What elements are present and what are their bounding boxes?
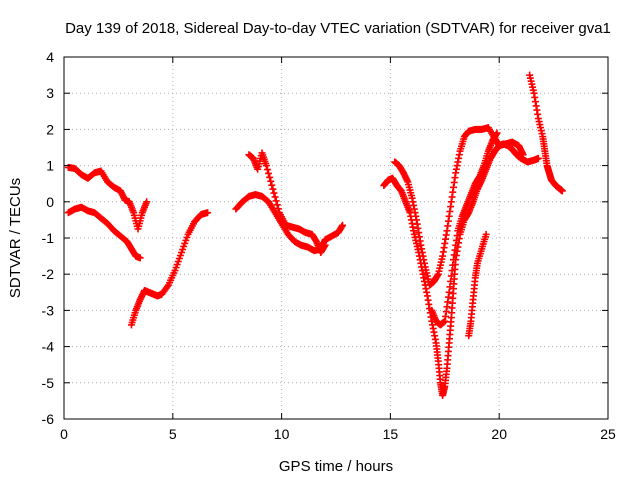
data-point	[268, 181, 276, 189]
series-2	[127, 209, 212, 329]
x-tick-label: 20	[491, 426, 507, 442]
data-point	[266, 173, 274, 181]
x-tick-label: 10	[274, 426, 290, 442]
grid	[64, 57, 608, 419]
data-point	[558, 187, 566, 195]
data-point	[143, 198, 151, 206]
y-tick-label: -1	[42, 230, 55, 246]
data-point	[262, 162, 270, 170]
x-tick-label: 5	[169, 426, 177, 442]
data-point	[339, 221, 347, 229]
y-tick-label: 4	[46, 49, 54, 65]
y-tick-label: -3	[42, 302, 55, 318]
data-point	[267, 177, 275, 185]
y-tick-label: -6	[42, 411, 55, 427]
data-point	[204, 209, 212, 217]
series-0	[64, 163, 151, 233]
data-point	[273, 201, 281, 209]
data-point	[271, 193, 279, 201]
series-6	[391, 124, 527, 289]
data-point	[269, 185, 277, 193]
data-point	[519, 151, 527, 159]
data-point	[321, 241, 329, 249]
x-tick-label: 15	[383, 426, 399, 442]
y-tick-label: 0	[46, 194, 54, 210]
chart-title: Day 139 of 2018, Sidereal Day-to-day VTE…	[65, 20, 611, 37]
data-point	[136, 254, 144, 262]
data-points	[64, 71, 566, 399]
data-point	[265, 169, 273, 177]
y-tick-label: 3	[46, 85, 54, 101]
data-point	[272, 197, 280, 205]
series-1	[64, 203, 144, 262]
data-point	[534, 154, 542, 162]
y-axis-label: SDTVAR / TECUs	[7, 178, 24, 298]
data-point	[274, 205, 282, 213]
y-tick-label: 2	[46, 121, 54, 137]
data-point	[482, 230, 490, 238]
series-4	[245, 149, 329, 256]
series-7	[428, 129, 501, 329]
data-point	[163, 283, 171, 291]
x-axis-label: GPS time / hours	[279, 458, 393, 475]
data-point	[263, 166, 271, 174]
x-tick-label: 0	[60, 426, 68, 442]
x-tick-label: 25	[600, 426, 616, 442]
data-point	[270, 189, 278, 197]
y-tick-label: -5	[42, 375, 55, 391]
series-3	[232, 191, 347, 255]
series-8	[465, 230, 490, 340]
data-point	[493, 129, 501, 137]
y-tick-label: -4	[42, 339, 55, 355]
axis-ticks: 0 5 10 15 20 25 -6 -5 -4 -3 -2 -1 0 1 2 3 4	[42, 49, 616, 442]
y-tick-label: 1	[46, 158, 54, 174]
series-9	[526, 71, 566, 195]
y-tick-label: -2	[42, 266, 55, 282]
